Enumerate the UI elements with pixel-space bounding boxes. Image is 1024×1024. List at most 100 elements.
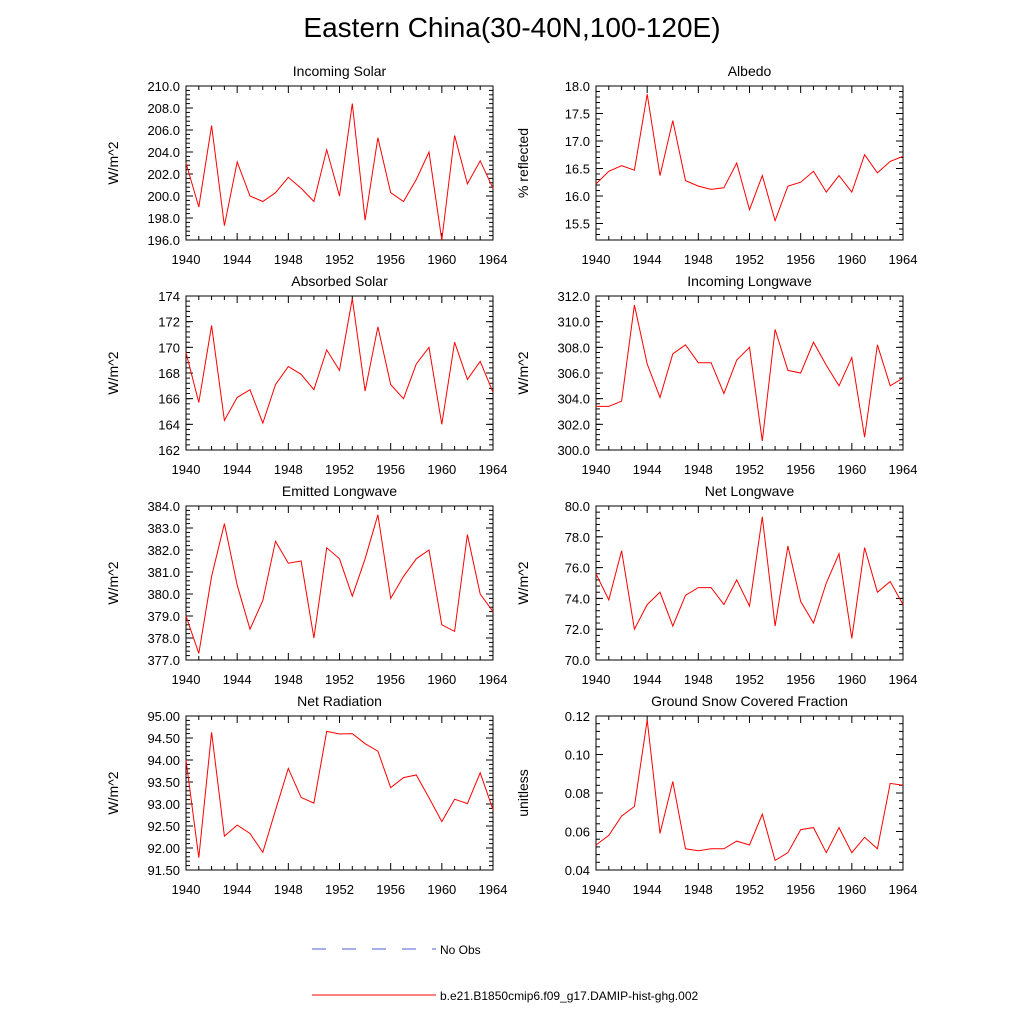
y-tick-label: 198.0 [147,211,180,226]
y-tick-label: 208.0 [147,101,180,116]
x-tick-label: 1940 [582,672,611,687]
x-tick-label: 1964 [479,462,508,477]
y-tick-label: 92.00 [147,841,180,856]
chart-panel-7: Net Radiation W/m^2 1940 1944 1948 1952 1956 19… [105,693,507,897]
y-axis-label: W/m^2 [515,561,531,604]
chart-title: Absorbed Solar [291,273,388,289]
x-tick-label: 1956 [786,882,815,897]
y-tick-label: 93.00 [147,797,180,812]
y-tick-label: 0.04 [565,863,590,878]
plot-frame [185,505,494,661]
x-tick-label: 1956 [376,882,405,897]
series-line-1 [596,304,904,442]
x-tick-label: 1960 [837,462,866,477]
y-tick-label: 93.50 [147,775,180,790]
x-tick-label: 1960 [427,672,456,687]
chart-title: Ground Snow Covered Fraction [651,693,848,709]
x-tick-label: 1964 [889,882,918,897]
y-tick-label: 380.0 [147,587,180,602]
chart-title: Incoming Solar [293,63,387,79]
y-tick-label: 94.00 [147,753,180,768]
y-tick-label: 378.0 [147,631,180,646]
x-tick-label: 1948 [274,672,303,687]
x-tick-label: 1944 [633,672,662,687]
x-tick-label: 1956 [786,672,815,687]
x-tick-label: 1964 [889,252,918,267]
y-tick-label: 0.10 [565,748,590,763]
y-tick-label: 162 [158,443,180,458]
y-tick-label: 382.0 [147,543,180,558]
chart-panel-3: Absorbed Solar W/m^2 1940 1944 1948 1952 1956 1… [105,273,507,477]
y-tick-label: 170 [158,340,180,355]
y-tick-label: 94.50 [147,731,180,746]
x-tick-label: 1948 [684,672,713,687]
x-tick-label: 1960 [837,252,866,267]
y-axis-label: unitless [515,769,531,816]
y-axis-label: W/m^2 [515,351,531,394]
y-tick-label: 204.0 [147,145,180,160]
x-tick-label: 1944 [223,882,252,897]
y-tick-label: 210.0 [147,79,180,94]
x-tick-label: 1952 [325,882,354,897]
x-tick-label: 1952 [325,252,354,267]
y-tick-label: 174 [158,289,180,304]
y-tick-label: 16.5 [565,162,590,177]
chart-title: Incoming Longwave [687,273,812,289]
x-tick-label: 1940 [582,462,611,477]
y-tick-label: 310.0 [557,315,590,330]
plot-frame [185,85,494,241]
x-tick-label: 1964 [479,672,508,687]
x-tick-label: 1960 [427,252,456,267]
y-axis-label: W/m^2 [105,351,121,394]
y-tick-label: 17.0 [565,134,590,149]
x-tick-label: 1956 [376,252,405,267]
x-tick-label: 1948 [274,252,303,267]
x-tick-label: 1948 [684,882,713,897]
y-tick-label: 74.0 [565,591,590,606]
chart-panel-5: Emitted Longwave W/m^2 1940 1944 1948 1952 195… [105,483,507,687]
series-line-1 [185,298,494,425]
series-line-1 [185,730,494,858]
series-line-1 [185,514,494,654]
plot-frame [185,715,494,871]
x-tick-label: 1952 [735,252,764,267]
chart-panel-6: Net Longwave W/m^2 1940 1944 1948 1952 1956 196… [515,483,917,687]
x-tick-label: 1940 [172,252,201,267]
y-tick-label: 164 [158,417,180,432]
x-tick-label: 1944 [633,252,662,267]
x-tick-label: 1952 [325,672,354,687]
y-tick-label: 16.0 [565,189,590,204]
y-tick-label: 202.0 [147,167,180,182]
x-tick-label: 1956 [376,672,405,687]
y-axis-label: W/m^2 [105,561,121,604]
y-tick-label: 312.0 [557,289,590,304]
x-tick-label: 1940 [582,882,611,897]
x-tick-label: 1944 [633,882,662,897]
x-tick-label: 1940 [172,882,201,897]
y-tick-label: 70.0 [565,653,590,668]
y-tick-label: 383.0 [147,521,180,536]
plot-frame [185,295,494,451]
y-tick-label: 78.0 [565,530,590,545]
y-tick-label: 172 [158,315,180,330]
x-tick-label: 1956 [786,462,815,477]
y-axis-label: W/m^2 [105,141,121,184]
x-tick-label: 1948 [684,462,713,477]
chart-panel-2: Albedo % reflected 1940 1944 1948 1952 1956 196… [515,63,917,267]
x-tick-label: 1956 [376,462,405,477]
series-line-1 [595,94,904,223]
x-tick-label: 1960 [427,882,456,897]
x-tick-label: 1944 [223,252,252,267]
x-tick-label: 1960 [837,672,866,687]
x-tick-label: 1964 [479,252,508,267]
page-title: Eastern China(30-40N,100-120E) [303,12,721,43]
x-tick-label: 1948 [684,252,713,267]
y-tick-label: 166 [158,392,180,407]
x-tick-label: 1940 [172,462,201,477]
y-tick-label: 302.0 [557,417,590,432]
y-tick-label: 80.0 [565,499,590,514]
y-tick-label: 381.0 [147,565,180,580]
chart-panel-8: Ground Snow Covered Fraction unitless 1940… [515,693,917,897]
y-tick-label: 379.0 [147,609,180,624]
